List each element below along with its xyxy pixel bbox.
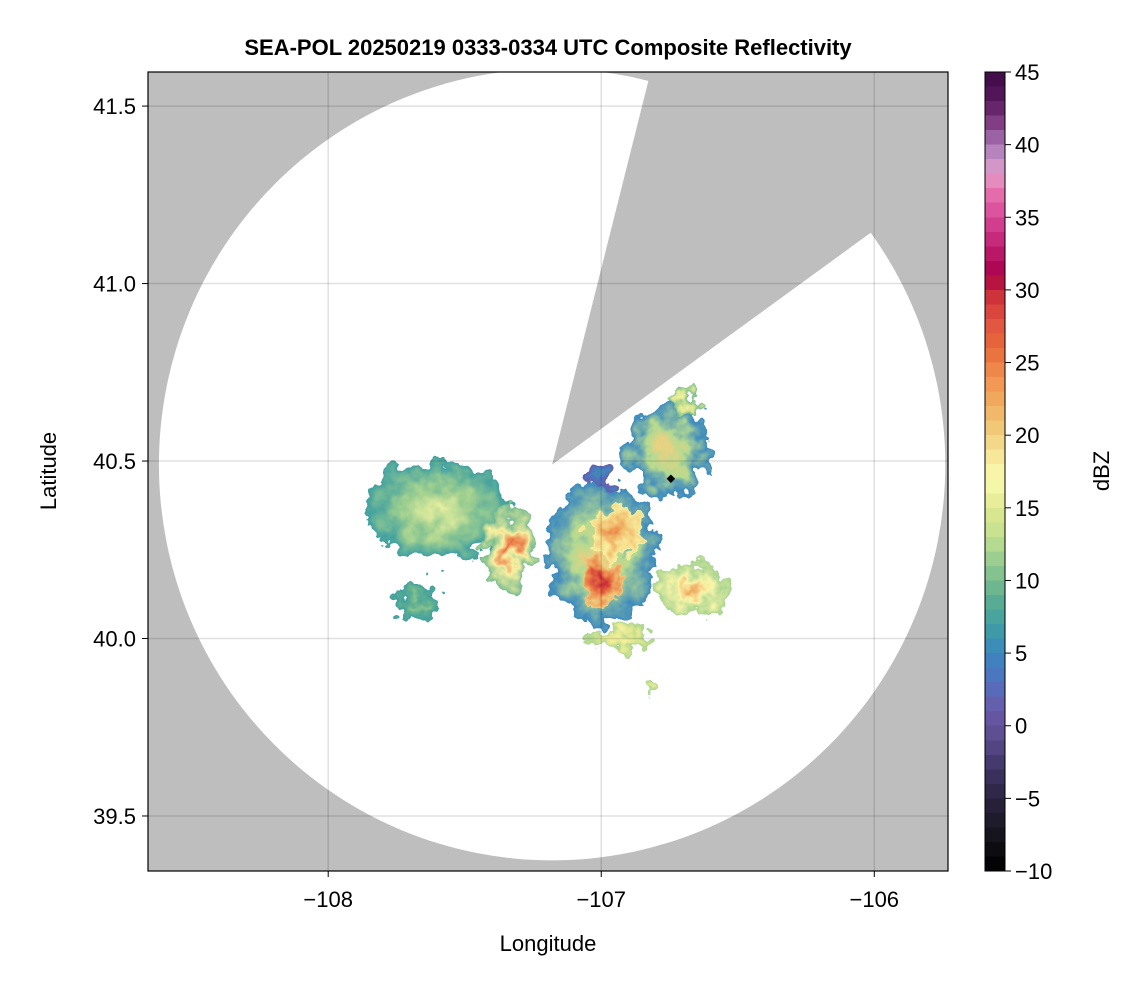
echo-cell — [653, 563, 730, 614]
colorbar-tick-label: 0 — [1015, 714, 1027, 739]
x-tick-label: −107 — [576, 887, 626, 912]
colorbar-tick-label: 15 — [1015, 496, 1039, 521]
colorbar-tick-label: 30 — [1015, 278, 1039, 303]
x-tick-label: −106 — [849, 887, 899, 912]
colorbar-tick-label: 25 — [1015, 351, 1039, 376]
y-tick-label: 39.5 — [93, 804, 136, 829]
colorbar-tick-label: 40 — [1015, 133, 1039, 158]
colorbar-tick-label: −10 — [1015, 859, 1052, 884]
echo-cell — [587, 507, 643, 557]
echo-cell — [584, 464, 613, 486]
echo-cell — [642, 677, 659, 699]
y-tick-label: 40.0 — [93, 627, 136, 652]
echo-cell — [483, 503, 533, 596]
colorbar-tick-label: 20 — [1015, 423, 1039, 448]
y-tick-label: 40.5 — [93, 449, 136, 474]
colorbar-tick-label: 5 — [1015, 641, 1027, 666]
x-axis-ticks: −108 −107 −106 — [303, 871, 899, 912]
grid-lines — [148, 72, 948, 871]
echo-cell — [625, 404, 708, 497]
radar-site-marker — [666, 474, 676, 484]
colorbar-ticks: −10 −5 0 5 10 15 20 25 30 35 40 45 — [1005, 60, 1052, 884]
plot-area — [148, 72, 948, 871]
chart-title: SEA-POL 20250219 0333-0334 UTC Composite… — [244, 35, 852, 60]
colorbar-tick-label: 45 — [1015, 60, 1039, 85]
x-tick-label: −108 — [303, 887, 353, 912]
echo-cell — [366, 461, 509, 561]
echo-cell — [669, 393, 697, 415]
y-axis-label: Latitude — [36, 432, 61, 510]
plot-frame — [147, 71, 949, 872]
blocked-sector — [552, 72, 948, 465]
echo-cell — [393, 585, 438, 621]
reflectivity-echoes — [366, 393, 730, 699]
colorbar-tick-label: 10 — [1015, 568, 1039, 593]
y-axis-ticks: 39.5 40.0 40.5 41.0 41.5 — [93, 94, 148, 829]
colorbar-label: dBZ — [1089, 451, 1114, 491]
y-tick-label: 41.5 — [93, 94, 136, 119]
echo-cell — [587, 627, 654, 650]
echo-cell — [584, 556, 624, 607]
x-axis-label: Longitude — [500, 931, 597, 956]
colorbar-tick-label: 35 — [1015, 205, 1039, 230]
colorbar — [984, 71, 1006, 872]
y-tick-label: 41.0 — [93, 272, 136, 297]
colorbar-tick-label: −5 — [1015, 786, 1040, 811]
